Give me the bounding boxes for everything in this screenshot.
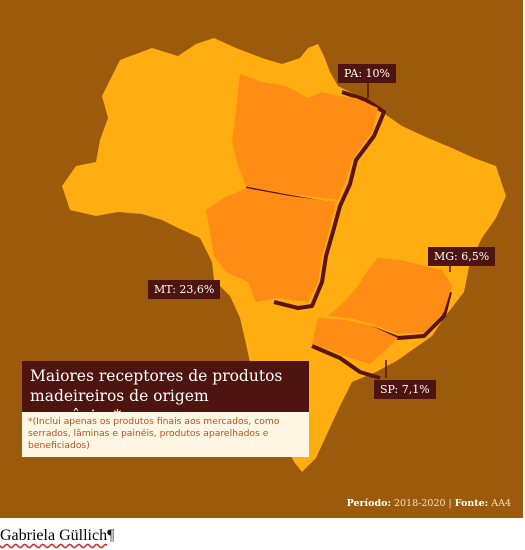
state-mg xyxy=(328,258,452,334)
map-note: *(Inclui apenas os produtos finais aos m… xyxy=(22,412,309,457)
caption-author: Gabriela Güllich xyxy=(0,527,108,544)
source-line: Período: 2018-2020 | Fonte: AA4 xyxy=(347,498,511,509)
label-mt: MT: 23,6% xyxy=(148,280,221,299)
source-label: Fonte: xyxy=(454,498,489,509)
pilcrow-mark: ¶ xyxy=(107,527,115,544)
brazil-map xyxy=(62,38,506,472)
period-label: Período: xyxy=(346,498,391,509)
label-pa: PA: 10% xyxy=(338,64,396,83)
border-shadow xyxy=(311,344,381,380)
state-mt xyxy=(206,188,336,302)
label-mg: MG: 6,5% xyxy=(428,247,496,266)
border-shadow xyxy=(273,90,386,310)
state-sp xyxy=(312,318,398,364)
state-pa xyxy=(232,74,378,200)
map-panel: PA: 10% MT: 23,6% MG: 6,5% SP: 7,1% Maio… xyxy=(0,0,523,518)
photo-caption: Gabriela Güllich¶ xyxy=(0,527,114,545)
label-sp: SP: 7,1% xyxy=(374,380,436,399)
source-value: AA4 xyxy=(488,498,511,509)
period-value: 2018-2020 | xyxy=(390,498,455,509)
